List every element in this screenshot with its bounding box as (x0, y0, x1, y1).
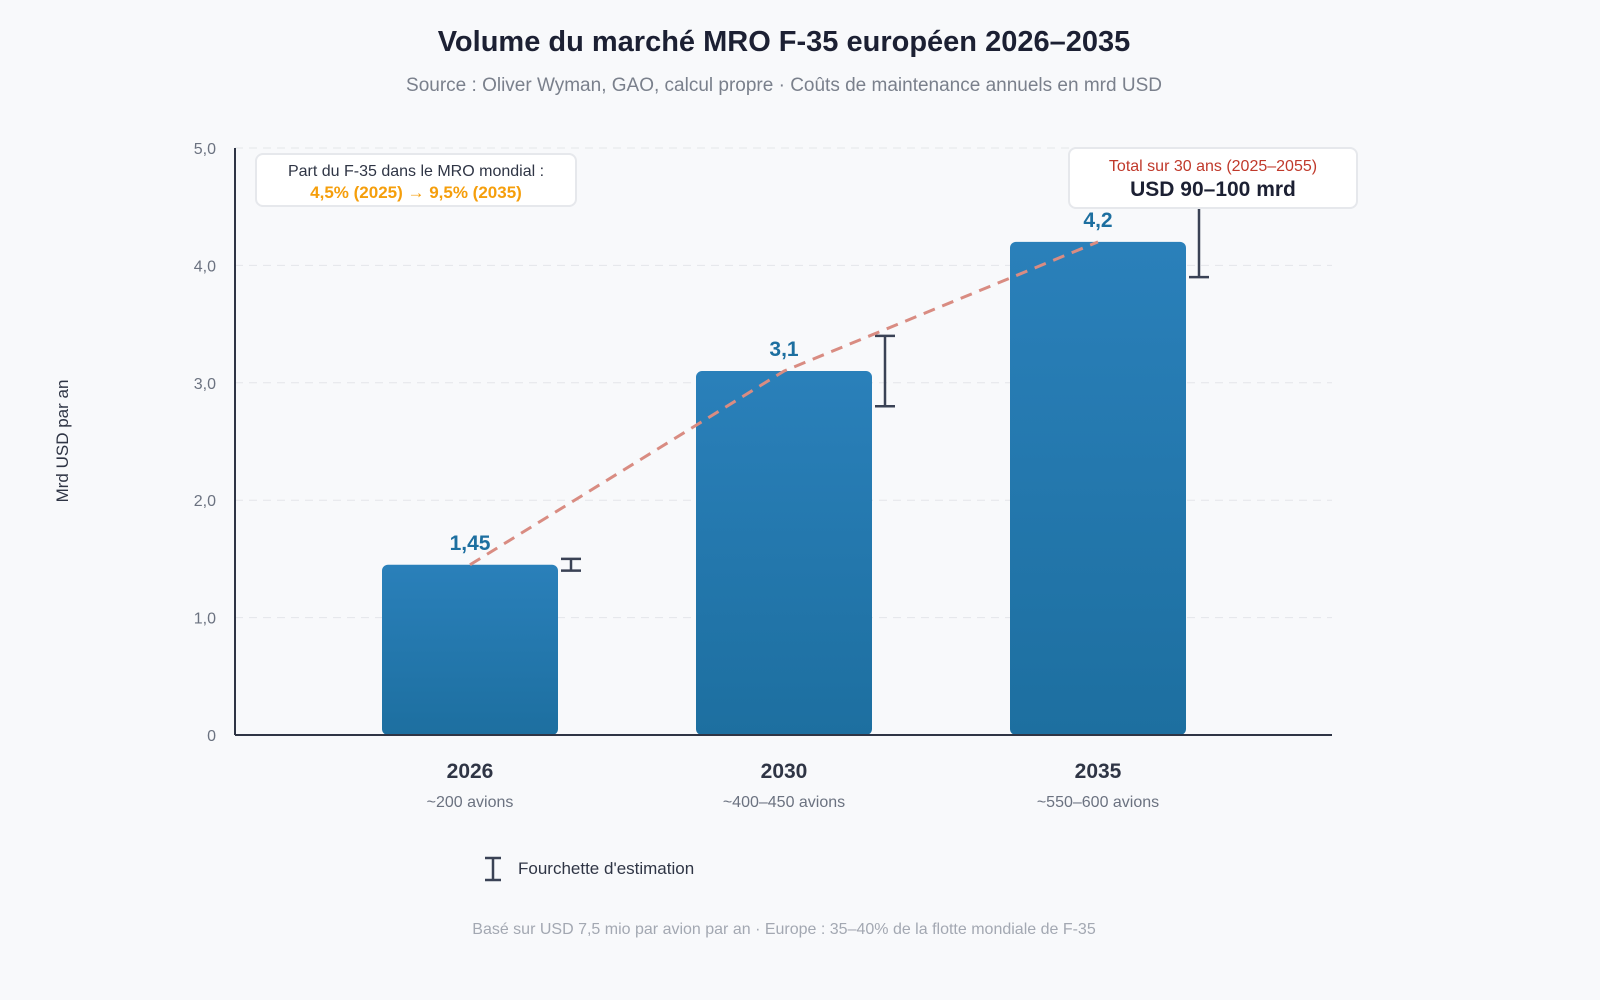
total-annotation: Total sur 30 ans (2025–2055) USD 90–100 … (1068, 147, 1358, 209)
chart-subtitle: Source : Oliver Wyman, GAO, calcul propr… (406, 75, 1162, 96)
y-tick-label: 0 (207, 728, 216, 745)
legend: Fourchette d'estimation (482, 856, 694, 882)
y-tick-label: 4,0 (194, 258, 216, 275)
x-tick-sublabel: ~400–450 avions (723, 794, 845, 811)
total-annotation-title: Total sur 30 ans (2025–2055) (1108, 158, 1318, 175)
x-tick-sublabel: ~550–600 avions (1037, 794, 1159, 811)
legend-label: Fourchette d'estimation (518, 859, 695, 878)
x-tick-sublabel: ~200 avions (427, 794, 514, 811)
share-annotation-title: Part du F-35 dans le MRO mondial : (287, 163, 545, 180)
x-tick-label: 2026 (447, 760, 494, 783)
x-tick-label: 2030 (761, 760, 808, 783)
y-axis-label: Mrd USD par an (53, 380, 72, 503)
share-annotation: Part du F-35 dans le MRO mondial : 4,5% … (255, 153, 577, 207)
total-annotation-value: USD 90–100 mrd (1130, 178, 1296, 201)
value-label: 4,2 (1083, 209, 1112, 232)
y-tick-label: 5,0 (194, 141, 216, 158)
bar-2026 (382, 564, 558, 735)
trend-line (469, 240, 1099, 567)
y-tick-label: 3,0 (194, 376, 216, 393)
bar-2035 (1010, 241, 1186, 736)
value-label: 1,45 (450, 532, 491, 555)
chart-footer: Basé sur USD 7,5 mio par avion par an · … (472, 921, 1096, 938)
y-tick-label: 2,0 (194, 493, 216, 510)
chart-title: Volume du marché MRO F-35 européen 2026–… (437, 26, 1131, 58)
value-label: 3,1 (769, 338, 799, 361)
y-tick-label: 1,0 (194, 611, 216, 628)
x-tick-label: 2035 (1075, 760, 1122, 783)
error-bar-legend-icon (485, 856, 501, 882)
share-annotation-value: 4,5% (2025) → 9,5% (2035) (310, 183, 522, 202)
bar-2030 (696, 371, 872, 735)
